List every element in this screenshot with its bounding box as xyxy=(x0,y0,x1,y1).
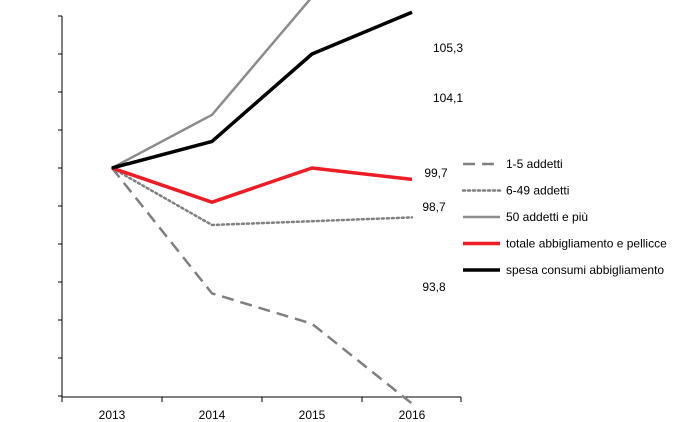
x-tick-label: 2015 xyxy=(299,408,326,422)
legend-label: 6-49 addetti xyxy=(506,184,569,198)
series-line-totale-abbigliamento-e-pellicce xyxy=(111,166,413,204)
legend: 1-5 addetti 6-49 addetti 50 addetti e più t… xyxy=(461,157,667,277)
series-line-1-5-addetti xyxy=(111,167,413,405)
end-value-label: 105,3 xyxy=(433,41,463,55)
series-line-spesa-consumi-abbigliamento xyxy=(111,10,413,170)
legend-label: 50 addetti e più xyxy=(506,210,588,224)
end-value-label: 93,8 xyxy=(422,280,446,294)
x-tick-label: 2016 xyxy=(399,408,426,422)
legend-label: spesa consumi abbigliamento xyxy=(506,263,664,277)
end-value-label: 98,7 xyxy=(422,200,446,214)
series-line-50-addetti-e-pi- xyxy=(111,0,312,170)
legend-label: 1-5 addetti xyxy=(506,157,563,171)
x-tick-label: 2014 xyxy=(199,408,226,422)
legend-label: totale abbigliamento e pellicce xyxy=(506,237,667,251)
series-lines xyxy=(110,0,414,405)
x-tick-label: 2013 xyxy=(99,408,126,422)
series-line-6-49-addetti xyxy=(110,166,414,227)
end-value-label: 104,1 xyxy=(433,91,463,105)
axes: 2013 2014 2015 2016 xyxy=(58,15,462,422)
end-labels: 93,8 98,7 105,3 99,7 104,1 xyxy=(422,41,463,294)
end-value-label: 99,7 xyxy=(424,166,448,180)
